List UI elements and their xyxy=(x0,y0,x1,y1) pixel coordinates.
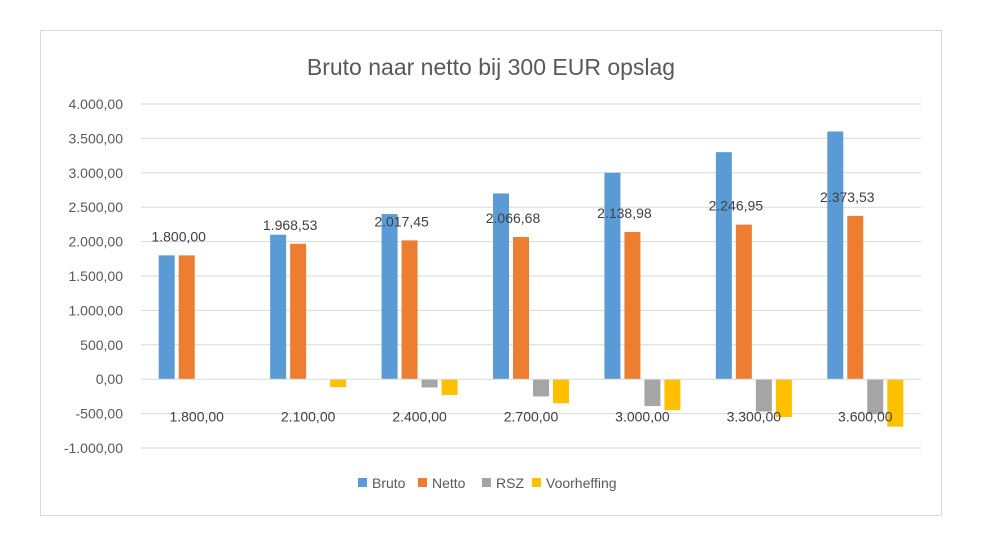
legend-label-rsz: RSZ xyxy=(496,475,524,491)
bar-netto xyxy=(178,255,195,380)
legend-label-voorheffing: Voorheffing xyxy=(546,475,617,491)
legend-swatch-netto xyxy=(418,478,427,487)
bar-voorheffing xyxy=(441,379,458,396)
legend: Bruto Netto RSZ Voorheffing xyxy=(358,475,617,491)
data-label: 1.968,53 xyxy=(263,217,318,233)
x-tick-label: 2.700,00 xyxy=(504,409,559,425)
x-axis-ticks: 1.800,00 2.100,00 2.400,00 2.700,00 3.000,00… xyxy=(169,409,892,425)
bar-netto xyxy=(513,237,529,380)
chart-area: Bruto naar netto bij 300 EUR opslag 4.00… xyxy=(40,30,942,516)
y-tick-label: 500,00 xyxy=(80,337,123,353)
bar-rsz xyxy=(755,379,772,412)
x-tick-label: 3.300,00 xyxy=(727,409,782,425)
bar-netto xyxy=(847,215,864,380)
bar-voorheffing xyxy=(553,379,569,404)
x-tick-label: 2.100,00 xyxy=(281,409,336,425)
bar-rsz xyxy=(533,379,549,397)
bar-bruto xyxy=(827,131,844,380)
bar-rsz xyxy=(421,379,438,388)
bar-voorheffing xyxy=(775,379,792,418)
y-tick-label: 0,00 xyxy=(96,371,123,387)
data-labels: 1.800,00 1.968,53 2.017,45 2.066,68 2.138,98… xyxy=(151,189,874,244)
data-label: 2.246,95 xyxy=(709,198,764,214)
bar-bruto xyxy=(604,172,621,380)
y-tick-label: 2.500,00 xyxy=(69,199,124,215)
bar-rsz xyxy=(644,379,661,407)
x-tick-label: 3.000,00 xyxy=(615,409,670,425)
bar-voorheffing xyxy=(330,379,347,388)
data-label: 2.017,45 xyxy=(374,213,429,229)
bar-voorheffing xyxy=(887,379,904,427)
y-tick-label: 2.000,00 xyxy=(69,234,124,250)
bars xyxy=(158,131,904,427)
legend-label-bruto: Bruto xyxy=(372,475,406,491)
legend-swatch-rsz xyxy=(482,478,491,487)
bar-rsz xyxy=(867,379,884,415)
bar-netto xyxy=(624,232,641,380)
y-tick-label: 1.000,00 xyxy=(69,302,124,318)
bar-bruto xyxy=(715,152,732,380)
y-tick-label: 3.500,00 xyxy=(69,130,124,146)
x-tick-label: 1.800,00 xyxy=(169,409,224,425)
data-label: 2.066,68 xyxy=(486,210,541,226)
bar-chart: Bruto naar netto bij 300 EUR opslag 4.00… xyxy=(64,54,921,491)
bar-netto xyxy=(735,224,752,380)
bar-bruto xyxy=(381,214,398,380)
bar-bruto xyxy=(270,234,287,380)
y-tick-label: -1.000,00 xyxy=(64,440,123,456)
bar-bruto xyxy=(493,193,509,380)
y-tick-label: 1.500,00 xyxy=(69,268,124,284)
data-label: 1.800,00 xyxy=(151,228,206,244)
legend-swatch-voorheffing xyxy=(532,478,541,487)
y-tick-label: 4.000,00 xyxy=(69,96,124,112)
bar-netto xyxy=(401,240,418,380)
bar-bruto xyxy=(158,255,175,380)
x-tick-label: 3.600,00 xyxy=(838,409,893,425)
chart-title: Bruto naar netto bij 300 EUR opslag xyxy=(307,54,675,80)
bar-netto xyxy=(290,243,307,380)
y-axis-ticks: 4.000,00 3.500,00 3.000,00 2.500,00 2.000,00… xyxy=(64,96,123,456)
data-label: 2.373,53 xyxy=(820,189,875,205)
legend-label-netto: Netto xyxy=(432,475,466,491)
x-tick-label: 2.400,00 xyxy=(392,409,447,425)
legend-swatch-bruto xyxy=(358,478,367,487)
gridlines xyxy=(141,103,921,449)
y-tick-label: -500,00 xyxy=(76,406,124,422)
data-label: 2.138,98 xyxy=(597,205,652,221)
bar-voorheffing xyxy=(664,379,681,411)
y-tick-label: 3.000,00 xyxy=(69,165,124,181)
